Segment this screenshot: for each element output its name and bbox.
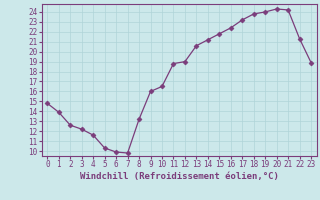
X-axis label: Windchill (Refroidissement éolien,°C): Windchill (Refroidissement éolien,°C) <box>80 172 279 181</box>
